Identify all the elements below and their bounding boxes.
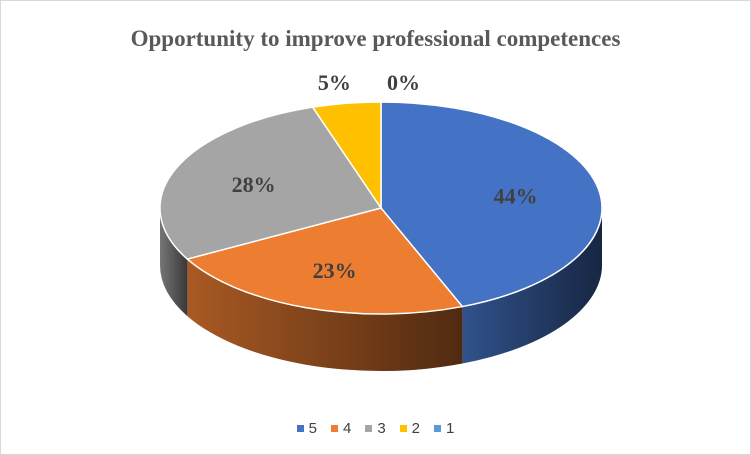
data-label-4: 23% <box>313 258 357 283</box>
chart-title: Opportunity to improve professional comp… <box>130 26 621 51</box>
legend-label: 3 <box>377 420 386 437</box>
legend-item-1: 1 <box>434 420 454 437</box>
legend-swatch <box>434 425 442 432</box>
legend-label: 4 <box>342 420 352 437</box>
legend-label: 5 <box>308 420 317 437</box>
pie-slice-2 <box>311 101 382 211</box>
legend-swatch <box>365 425 373 432</box>
pie-side-shade-4 <box>187 259 463 371</box>
legend-swatch <box>399 425 407 432</box>
legend-swatch <box>330 425 338 432</box>
data-label-1: 0% <box>387 70 420 95</box>
data-label-2: 5% <box>318 70 351 95</box>
data-label-3: 28% <box>232 172 276 197</box>
pie-slice-5 <box>380 101 603 308</box>
legend-item-3: 3 <box>365 420 386 437</box>
data-label-5: 44% <box>494 184 538 209</box>
legend-item-5: 5 <box>296 420 317 437</box>
legend-swatch <box>296 425 304 432</box>
legend-label: 2 <box>411 420 421 437</box>
pie-slice-3 <box>159 106 383 260</box>
chart-legend: 5 4 3 2 1 <box>0 420 751 437</box>
pie-slice-4 <box>185 207 464 315</box>
legend-item-4: 4 <box>330 420 352 437</box>
legend-label: 1 <box>446 420 455 437</box>
legend-item-2: 2 <box>399 420 421 437</box>
